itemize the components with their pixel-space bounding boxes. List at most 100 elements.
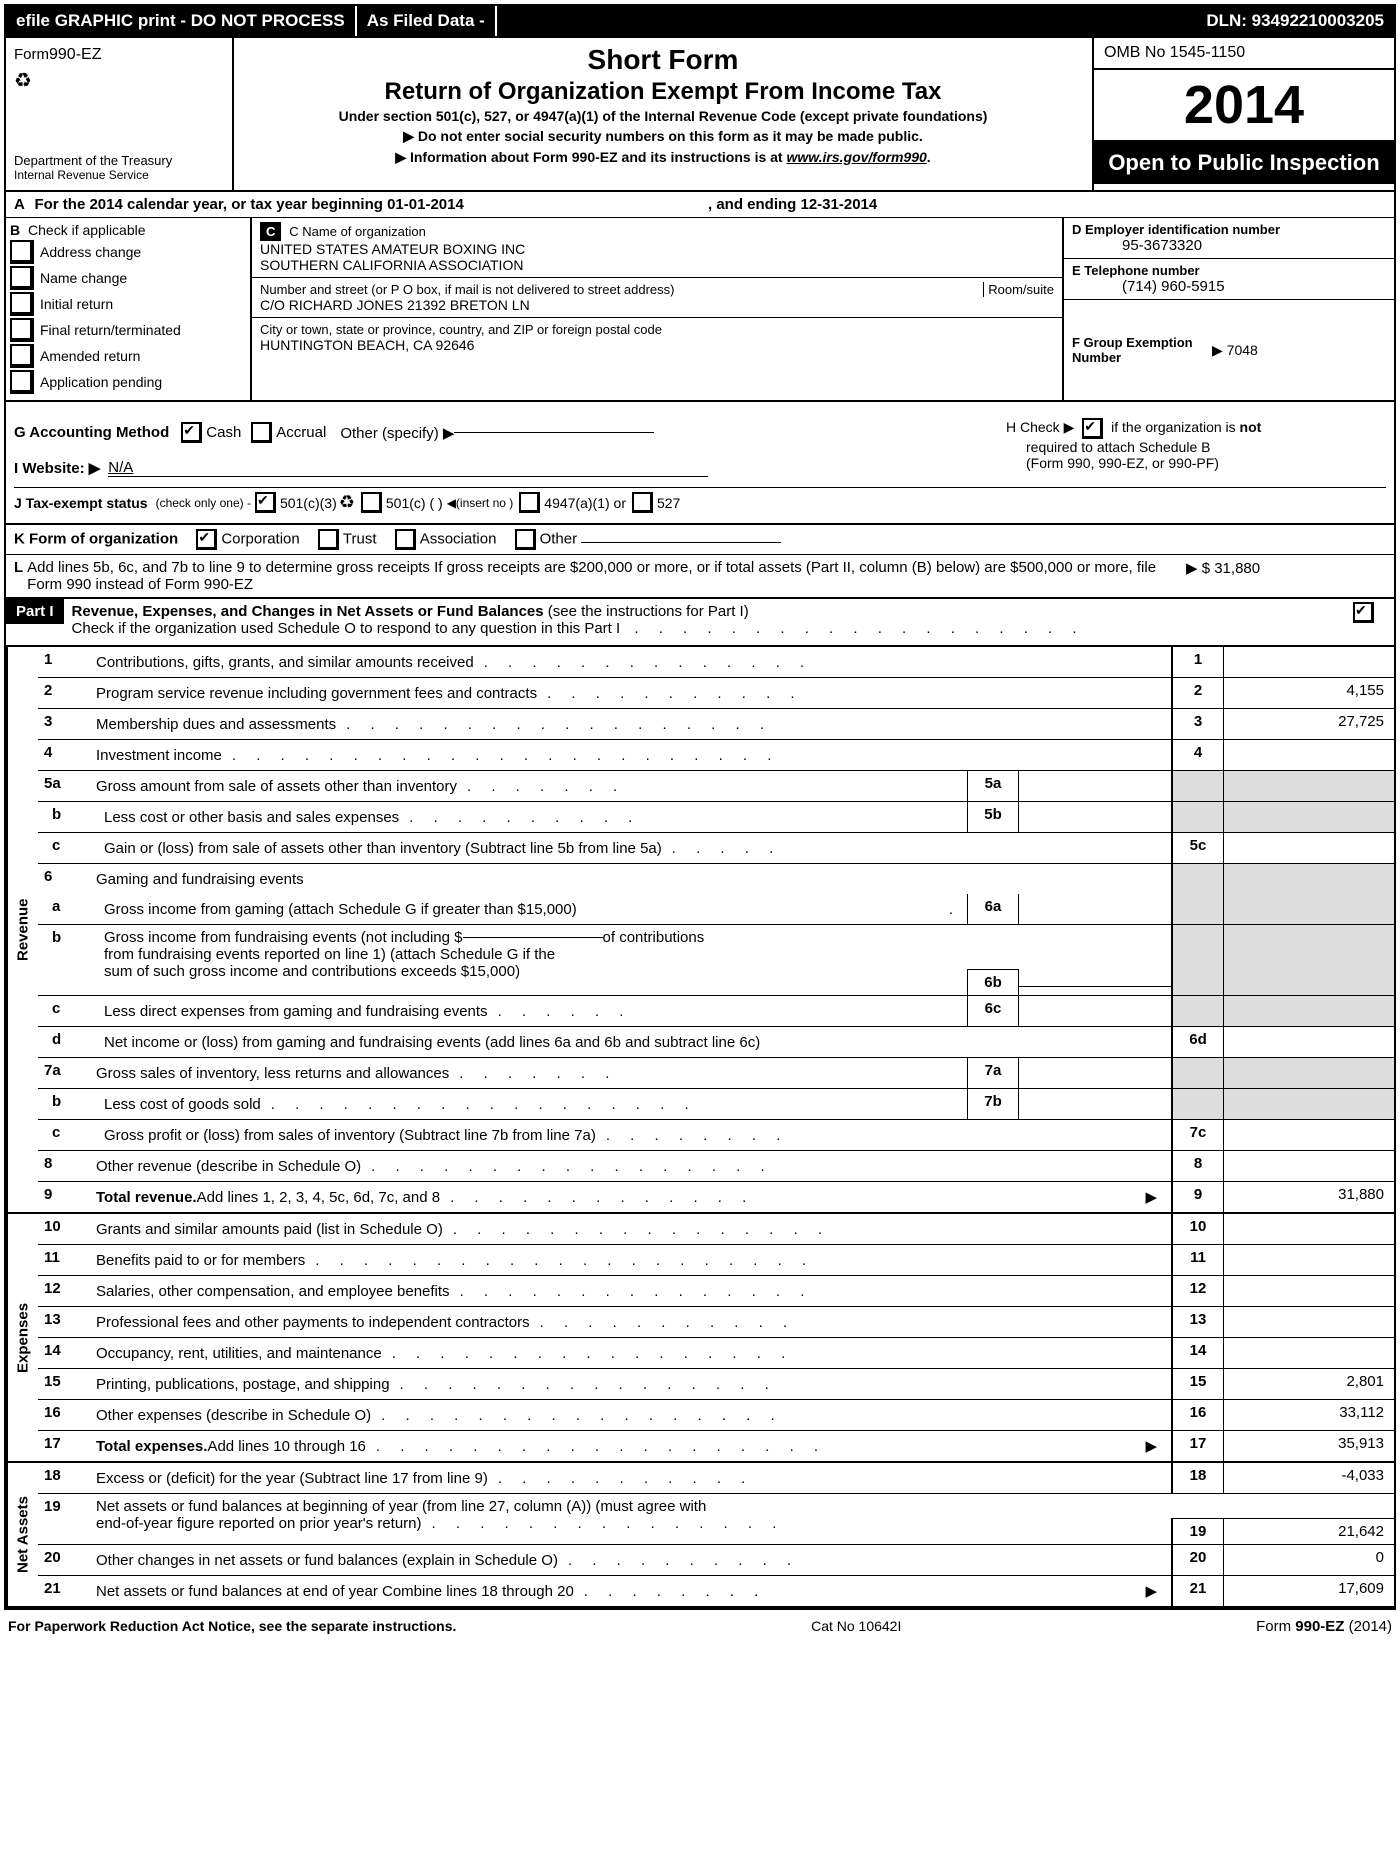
k-other-chk[interactable] <box>515 529 536 550</box>
form-title-box: Short Form Return of Organization Exempt… <box>234 38 1092 190</box>
chk-application-pending[interactable]: Application pending <box>10 370 250 394</box>
dln-number: DLN: 93492210003205 <box>1196 6 1394 36</box>
irs-link[interactable]: www.irs.gov/form990 <box>786 149 926 165</box>
dots: . . . . . . . . . . . <box>488 1470 1165 1487</box>
j-501c-chk[interactable] <box>361 492 382 513</box>
line-num: 11 <box>38 1245 90 1275</box>
contrib-field[interactable] <box>463 937 603 938</box>
dots: . . . . . . . . . . . . . . . . . . . <box>624 620 1084 637</box>
box-val <box>1223 1027 1394 1057</box>
label-a: A <box>14 196 24 213</box>
part1-check-text: Check if the organization used Schedule … <box>72 620 621 637</box>
checkbox-icon <box>10 292 34 316</box>
open-inspection: Open to Public Inspection <box>1094 142 1394 184</box>
tel-label: E Telephone number <box>1072 263 1386 278</box>
i-label: I Website: ▶ <box>14 459 100 477</box>
dots: . . . . . . . . . . . . . . . . . . . <box>366 1438 1138 1455</box>
j-527-chk[interactable] <box>632 492 653 513</box>
line-13: 13 Professional fees and other payments … <box>38 1307 1394 1338</box>
chk-label: Application pending <box>40 374 162 390</box>
g-cash-chk[interactable] <box>181 422 202 443</box>
mid-val <box>1019 894 1171 924</box>
g-accrual-chk[interactable] <box>251 422 272 443</box>
box-val: 17,609 <box>1223 1576 1394 1606</box>
line-num: 8 <box>38 1151 90 1181</box>
line-4: 4 Investment income. . . . . . . . . . .… <box>38 740 1394 771</box>
box-num-shaded <box>1171 996 1223 1026</box>
desc-text: Less cost or other basis and sales expen… <box>104 809 399 826</box>
line-num: 13 <box>38 1307 90 1337</box>
box-val: 0 <box>1223 1545 1394 1575</box>
mid-box: 5a <box>967 771 1019 801</box>
l-label: L <box>14 559 23 593</box>
city-value: HUNTINGTON BEACH, CA 92646 <box>260 337 1054 353</box>
dots: . . . . . . . . . . <box>558 1552 1165 1569</box>
ein-value: 95-3673320 <box>1072 237 1386 254</box>
part1-sched-o-chk[interactable] <box>1353 602 1374 623</box>
as-filed-label: As Filed Data - <box>357 6 497 36</box>
i-website[interactable]: N/A <box>108 459 708 477</box>
box-val <box>1223 1307 1394 1337</box>
check-if-applicable: Check if applicable <box>28 222 146 238</box>
mid-val <box>1019 996 1171 1026</box>
k-corp-chk[interactable] <box>196 529 217 550</box>
tax-year: 2014 <box>1094 70 1394 142</box>
top-bar: efile GRAPHIC print - DO NOT PROCESS As … <box>6 6 1394 38</box>
line-desc: Benefits paid to or for members. . . . .… <box>90 1245 1171 1275</box>
mid-box: 6b <box>967 969 1019 995</box>
box-num: 14 <box>1171 1338 1223 1368</box>
k-assoc-chk[interactable] <box>395 529 416 550</box>
line-desc: Less cost of goods sold. . . . . . . . .… <box>98 1089 967 1119</box>
j-4947-chk[interactable] <box>519 492 540 513</box>
box-val: 4,155 <box>1223 678 1394 708</box>
city-cell: City or town, state or province, country… <box>252 318 1062 400</box>
chk-name-change[interactable]: Name change <box>10 266 250 290</box>
chk-initial-return[interactable]: Initial return <box>10 292 250 316</box>
desc-text: Add lines 1, 2, 3, 4, 5c, 6d, 7c, and 8 <box>197 1189 441 1206</box>
box-val <box>1223 833 1394 863</box>
dots: . . . . . <box>662 840 1165 857</box>
expenses-lines: 10 Grants and similar amounts paid (list… <box>38 1214 1394 1461</box>
paperwork-notice: For Paperwork Reduction Act Notice, see … <box>8 1618 456 1635</box>
g-other-field[interactable] <box>454 432 654 433</box>
chk-amended-return[interactable]: Amended return <box>10 344 250 368</box>
chk-final-return[interactable]: Final return/terminated <box>10 318 250 342</box>
h-checkbox[interactable] <box>1082 418 1103 439</box>
section-k: K Form of organization Corporation Trust… <box>6 525 1394 555</box>
street-value: C/O RICHARD JONES 21392 BRETON LN <box>260 297 1054 313</box>
desc-text: Gross sales of inventory, less returns a… <box>96 1065 449 1082</box>
form-header: Form 990-EZ ♻ Department of the Treasury… <box>6 38 1394 192</box>
chk-address-change[interactable]: Address change <box>10 240 250 264</box>
line-desc: Printing, publications, postage, and shi… <box>90 1369 1171 1399</box>
k-trust-chk[interactable] <box>318 529 339 550</box>
line-desc: Gross income from gaming (attach Schedul… <box>98 894 967 924</box>
g-other: Other (specify) ▶ <box>340 424 454 442</box>
netassets-section: Net Assets 18 Excess or (deficit) for th… <box>6 1463 1394 1608</box>
h-line2: required to attach Schedule B <box>1006 439 1386 455</box>
ein-cell: D Employer identification number 95-3673… <box>1064 218 1394 259</box>
recycle-icon: ♻ <box>14 68 224 93</box>
desc-text: Less direct expenses from gaming and fun… <box>104 1003 488 1020</box>
line-6: 6 Gaming and fundraising events <box>38 864 1394 894</box>
sum-text: sum of such gross income and contributio… <box>104 963 520 980</box>
mid-val <box>1019 802 1171 832</box>
l-amount: ▶ $ 31,880 <box>1166 559 1386 593</box>
line-num: 21 <box>38 1576 90 1606</box>
line-3: 3 Membership dues and assessments. . . .… <box>38 709 1394 740</box>
desc-text: Gross profit or (loss) from sales of inv… <box>104 1127 596 1144</box>
line-desc: Other changes in net assets or fund bala… <box>90 1545 1171 1575</box>
form-id-box: Form 990-EZ ♻ Department of the Treasury… <box>6 38 234 190</box>
g-cash: Cash <box>206 424 241 441</box>
dots: . . . . . . . . . . . . . . . <box>450 1283 1165 1300</box>
desc-text: Program service revenue including govern… <box>96 685 537 702</box>
box-val-shaded <box>1223 894 1394 924</box>
k-other-field[interactable] <box>581 542 781 543</box>
box-val: 31,880 <box>1223 1182 1394 1212</box>
line-num: 5a <box>38 771 90 801</box>
j-opt2: 501(c) ( ) <box>386 495 443 511</box>
ein-label: D Employer identification number <box>1072 222 1386 237</box>
line-desc: Grants and similar amounts paid (list in… <box>90 1214 1171 1244</box>
h-line3: (Form 990, 990-EZ, or 990-PF) <box>1006 455 1386 471</box>
j-501c3-chk[interactable] <box>255 492 276 513</box>
box-num: 16 <box>1171 1400 1223 1430</box>
